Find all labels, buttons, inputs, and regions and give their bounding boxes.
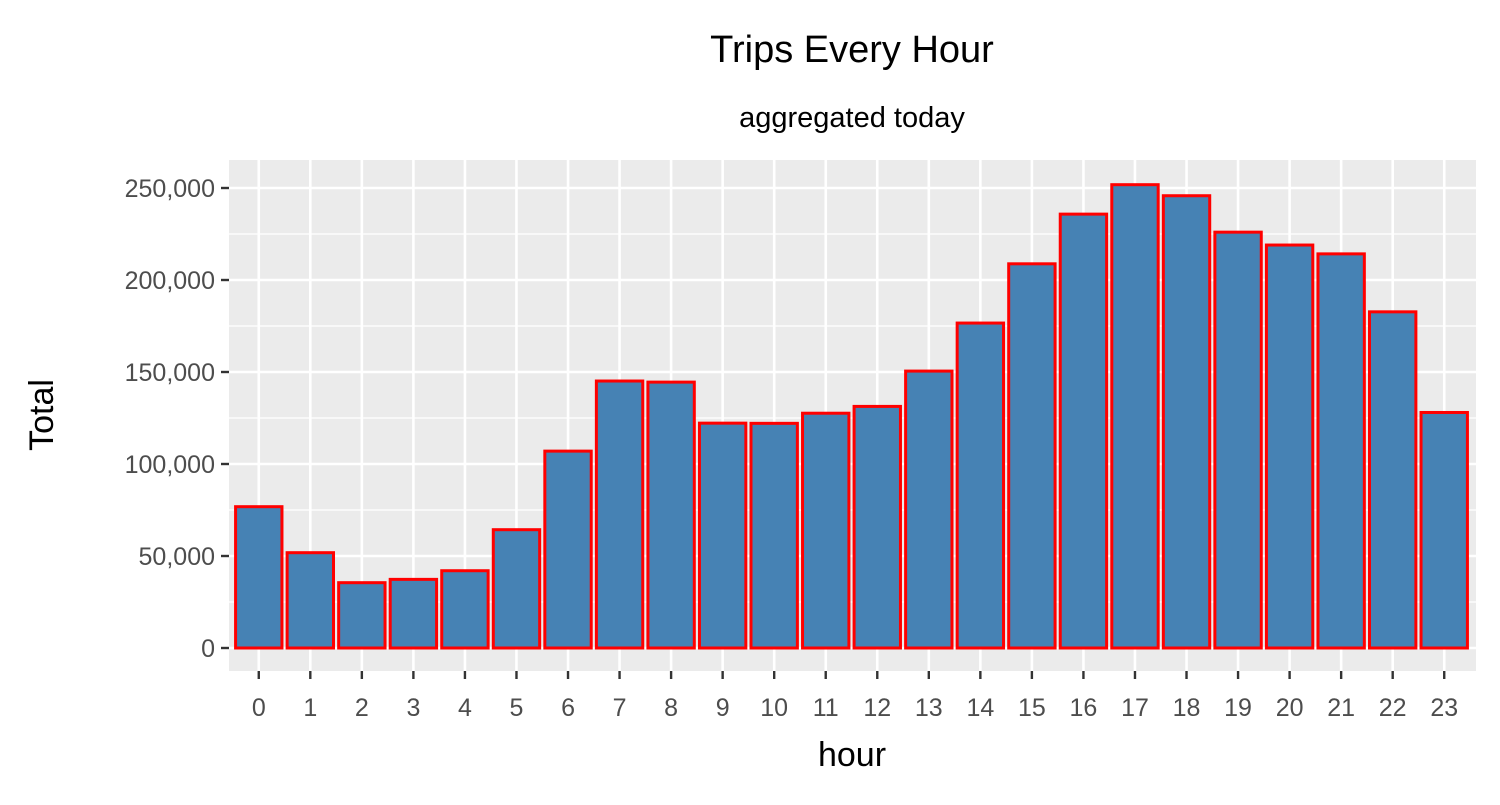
x-tick-label: 23 — [1430, 694, 1458, 722]
bar-hour-6 — [543, 449, 593, 650]
y-axis: 0 50,000 100,000 150,000 200,000 250,000 — [125, 175, 229, 663]
y-tick-label: 150,000 — [125, 359, 215, 387]
x-tick-label: 9 — [716, 694, 730, 722]
y-tick-label: 0 — [201, 635, 215, 663]
x-tick-label: 1 — [303, 694, 317, 722]
y-tick-label: 250,000 — [125, 175, 215, 203]
x-tick-label: 6 — [561, 694, 575, 722]
x-tick-label: 0 — [252, 694, 266, 722]
x-tick-label: 21 — [1327, 694, 1355, 722]
bar-hour-18 — [1161, 194, 1212, 650]
bar-hour-2 — [337, 581, 387, 650]
y-axis-title: Total — [23, 379, 61, 451]
bars-group — [234, 183, 1469, 650]
bar-hour-21 — [1316, 252, 1366, 650]
x-tick-label: 3 — [406, 694, 420, 722]
x-tick-label: 7 — [613, 694, 627, 722]
bar-hour-19 — [1213, 230, 1263, 650]
x-tick-label: 22 — [1379, 694, 1407, 722]
bar-hour-5 — [491, 528, 542, 650]
bar-hour-23 — [1419, 410, 1469, 650]
bar-hour-13 — [904, 369, 954, 650]
bar-hour-20 — [1264, 243, 1315, 650]
x-tick-label: 20 — [1276, 694, 1304, 722]
x-tick-label: 4 — [458, 694, 472, 722]
bar-hour-9 — [697, 421, 748, 650]
x-tick-label: 18 — [1173, 694, 1201, 722]
bar-hour-0 — [234, 505, 284, 650]
x-tick-label: 11 — [813, 694, 839, 722]
chart-subtitle: aggregated today — [739, 102, 965, 134]
bar-hour-22 — [1367, 310, 1418, 650]
bar-hour-16 — [1058, 212, 1109, 650]
chart-title: Trips Every Hour — [710, 29, 994, 71]
y-tick-label: 200,000 — [125, 267, 215, 295]
y-tick-label: 100,000 — [125, 451, 215, 479]
x-tick-label: 15 — [1018, 694, 1046, 722]
x-tick-label: 13 — [915, 694, 943, 722]
x-tick-label: 8 — [664, 694, 678, 722]
bar-hour-7 — [594, 379, 645, 650]
x-tick-label: 5 — [510, 694, 524, 722]
bar-hour-8 — [646, 380, 696, 650]
bar-hour-17 — [1110, 183, 1160, 650]
bar-hour-4 — [440, 569, 490, 650]
x-axis: 0 1 2 3 4 5 6 7 8 9 10 11 12 13 14 15 16 17 18 19 20 21 22 23 — [252, 671, 1458, 722]
x-tick-label: 19 — [1224, 694, 1252, 722]
x-axis-title: hour — [818, 736, 886, 774]
bar-hour-11 — [801, 411, 851, 650]
x-tick-label: 14 — [966, 694, 994, 722]
x-tick-label: 2 — [355, 694, 369, 722]
x-tick-label: 16 — [1070, 694, 1098, 722]
x-tick-label: 10 — [760, 694, 788, 722]
x-tick-label: 12 — [863, 694, 891, 722]
x-tick-label: 17 — [1121, 694, 1149, 722]
bar-hour-1 — [285, 551, 336, 650]
bar-hour-14 — [955, 321, 1006, 650]
bar-hour-10 — [749, 421, 799, 650]
y-tick-label: 50,000 — [139, 543, 215, 571]
bar-hour-3 — [388, 577, 439, 650]
bar-hour-12 — [852, 404, 902, 650]
bar-hour-15 — [1007, 262, 1057, 650]
